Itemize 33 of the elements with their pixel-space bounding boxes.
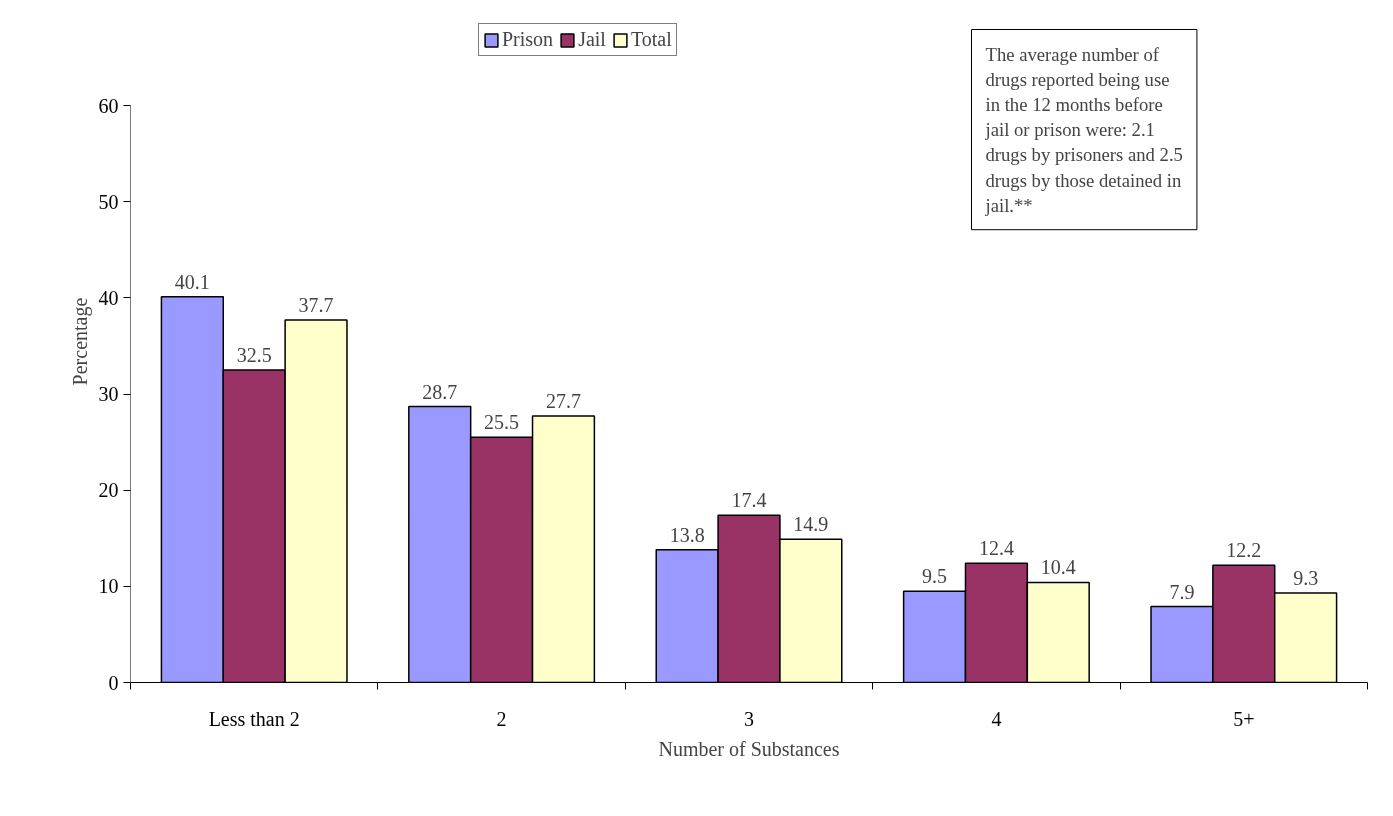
y-tick-label: 60 [98, 94, 119, 117]
x-tick-label: 2 [496, 707, 507, 730]
legend-label: Jail [578, 28, 606, 51]
x-tick-label: 4 [991, 707, 1002, 730]
data-label: 37.7 [298, 293, 334, 316]
x-axis-title: Number of Substances [658, 737, 840, 760]
y-axis-title: Percentage [68, 297, 92, 386]
x-tick-label: 5+ [1233, 707, 1255, 730]
legend-label: Prison [502, 28, 554, 51]
y-tick-label: 50 [98, 190, 119, 213]
y-tick-label: 0 [108, 671, 119, 694]
data-label: 12.2 [1226, 539, 1262, 562]
data-label: 17.4 [731, 489, 767, 512]
data-label: 25.5 [484, 411, 520, 434]
data-label: 27.7 [545, 390, 581, 413]
data-label: 13.8 [669, 523, 705, 546]
y-tick-label: 10 [98, 575, 119, 598]
data-label: 40.1 [174, 270, 210, 293]
y-tick-label: 30 [98, 383, 119, 405]
data-label: 10.4 [1040, 556, 1076, 579]
y-tick-label: 20 [98, 479, 119, 502]
x-tick-label: Less than 2 [208, 707, 300, 730]
x-tick-label: 3 [744, 707, 754, 730]
data-label: 9.5 [922, 565, 948, 588]
y-tick-label: 40 [98, 286, 119, 309]
data-label: 9.3 [1293, 567, 1319, 590]
annotation: The average number of drugs reported being use in the 12 months before jail or prison were: 2.1 drugs by prisoners and 2.5 drugs by those detained in jail.** [984, 43, 1183, 216]
data-label: 12.4 [978, 537, 1014, 560]
data-label: 14.9 [793, 513, 829, 536]
data-label: 7.9 [1169, 580, 1195, 603]
data-label: 28.7 [422, 380, 458, 403]
data-label: 32.5 [236, 343, 272, 366]
legend-label: Total [630, 28, 672, 51]
